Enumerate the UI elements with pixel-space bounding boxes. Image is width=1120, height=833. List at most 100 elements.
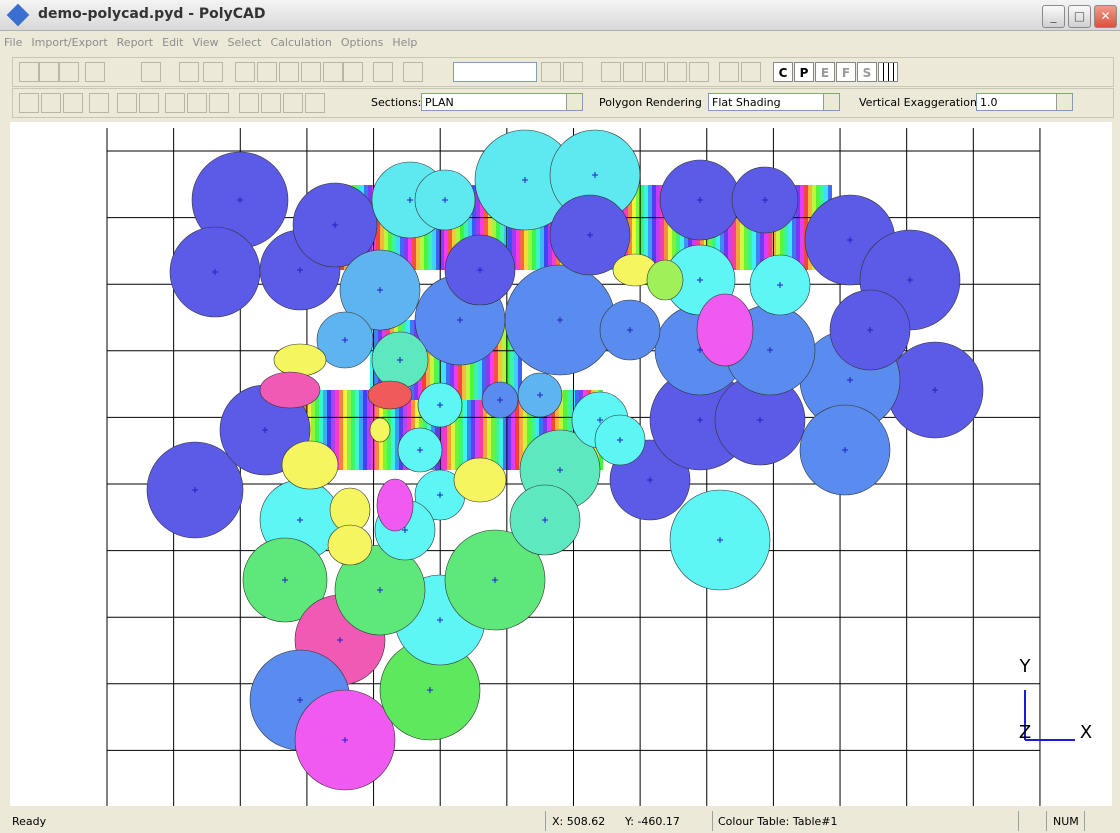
tool-button[interactable] [63, 93, 83, 113]
tool-button[interactable] [41, 93, 61, 113]
exaggeration-dropdown[interactable]: 1.0 [976, 93, 1073, 111]
stripe [514, 320, 518, 400]
status-y: Y: -460.17 [625, 815, 680, 828]
tool-button[interactable] [239, 93, 259, 113]
centroid-marker [777, 282, 783, 288]
tool-button[interactable] [373, 62, 393, 82]
view-button[interactable]: S [857, 62, 877, 82]
menu-bar: File Import/Export Report Edit View Select Cal… [0, 32, 1120, 54]
centroid-marker [867, 327, 873, 333]
grid-toggle[interactable] [878, 62, 898, 82]
view-button[interactable]: F [836, 62, 856, 82]
tool-button[interactable] [403, 62, 423, 82]
tool-button[interactable] [305, 93, 325, 113]
tool-button[interactable] [89, 93, 109, 113]
stripe [359, 390, 363, 470]
centroid-marker [437, 492, 443, 498]
close-button[interactable]: ✕ [1094, 5, 1117, 28]
centroid-marker [437, 617, 443, 623]
menu-item[interactable]: Edit [162, 36, 184, 49]
tool-button[interactable] [667, 62, 687, 82]
tool-button[interactable] [279, 62, 299, 82]
centroid-marker [907, 277, 913, 283]
tool-button[interactable] [85, 62, 105, 82]
tool-button[interactable] [19, 62, 39, 82]
tool-button[interactable] [301, 62, 321, 82]
menu-item[interactable]: File [4, 36, 23, 49]
sections-dropdown[interactable]: PLAN [421, 93, 583, 111]
tool-button[interactable] [257, 62, 277, 82]
stripe [403, 390, 407, 470]
stripe [544, 185, 548, 270]
menu-item[interactable]: Report [116, 36, 154, 49]
tool-button[interactable] [741, 62, 761, 82]
stripe [784, 185, 788, 270]
stripe [347, 390, 351, 470]
tool-button[interactable] [203, 62, 223, 82]
stripe [732, 185, 736, 270]
tool-button[interactable] [209, 93, 229, 113]
tool-button[interactable] [117, 93, 137, 113]
tool-button[interactable] [719, 62, 739, 82]
tool-button[interactable] [19, 93, 39, 113]
tool-button[interactable] [541, 62, 561, 82]
stripe [668, 185, 672, 270]
stripe [628, 185, 632, 270]
tool-button[interactable] [343, 62, 363, 82]
stripe [460, 185, 464, 270]
centroid-marker [597, 417, 603, 423]
stripe [323, 390, 327, 470]
stripe [527, 390, 531, 470]
rendering-dropdown[interactable]: Flat Shading [708, 93, 840, 111]
menu-item[interactable]: View [192, 36, 219, 49]
stripe [339, 390, 343, 470]
tool-button[interactable] [601, 62, 621, 82]
stripe [475, 390, 479, 470]
search-input[interactable] [453, 62, 537, 82]
status-x: X: 508.62 [552, 815, 606, 828]
view-button[interactable]: C [773, 62, 793, 82]
view-button[interactable]: E [815, 62, 835, 82]
stripe [476, 185, 480, 270]
maximize-button[interactable]: □ [1068, 5, 1091, 28]
tool-button[interactable] [59, 62, 79, 82]
tool-button[interactable] [165, 93, 185, 113]
stripe [500, 185, 504, 270]
tool-button[interactable] [187, 93, 207, 113]
menu-item[interactable]: Import/Export [31, 36, 108, 49]
tool-button[interactable] [39, 62, 59, 82]
menu-item[interactable]: Calculation [270, 36, 332, 49]
tool-button[interactable] [141, 62, 161, 82]
stripe [331, 390, 335, 470]
stripe [391, 390, 395, 470]
stripe [518, 320, 522, 400]
tool-button[interactable] [689, 62, 709, 82]
tool-button[interactable] [563, 62, 583, 82]
tool-button[interactable] [235, 62, 255, 82]
stripe [636, 185, 640, 270]
stripe [456, 185, 460, 270]
centroid-marker [297, 517, 303, 523]
tool-button[interactable] [645, 62, 665, 82]
centroid-marker [417, 447, 423, 453]
tool-button[interactable] [139, 93, 159, 113]
tool-button[interactable] [323, 62, 343, 82]
stripe [468, 185, 472, 270]
tool-button[interactable] [283, 93, 303, 113]
centroid-marker [457, 317, 463, 323]
rendering-label: Polygon Rendering [599, 96, 702, 109]
stripe [535, 390, 539, 470]
menu-item[interactable]: Select [227, 36, 262, 49]
menu-item[interactable]: Help [392, 36, 418, 49]
centroid-marker [437, 402, 443, 408]
minimize-button[interactable]: _ [1042, 5, 1065, 28]
tool-button[interactable] [179, 62, 199, 82]
tool-button[interactable] [623, 62, 643, 82]
stripe [455, 390, 459, 470]
stripe [311, 390, 315, 470]
tool-button[interactable] [261, 93, 281, 113]
centroid-marker [402, 527, 408, 533]
menu-item[interactable]: Options [340, 36, 384, 49]
view-button[interactable]: P [794, 62, 814, 82]
stripe [510, 320, 514, 400]
